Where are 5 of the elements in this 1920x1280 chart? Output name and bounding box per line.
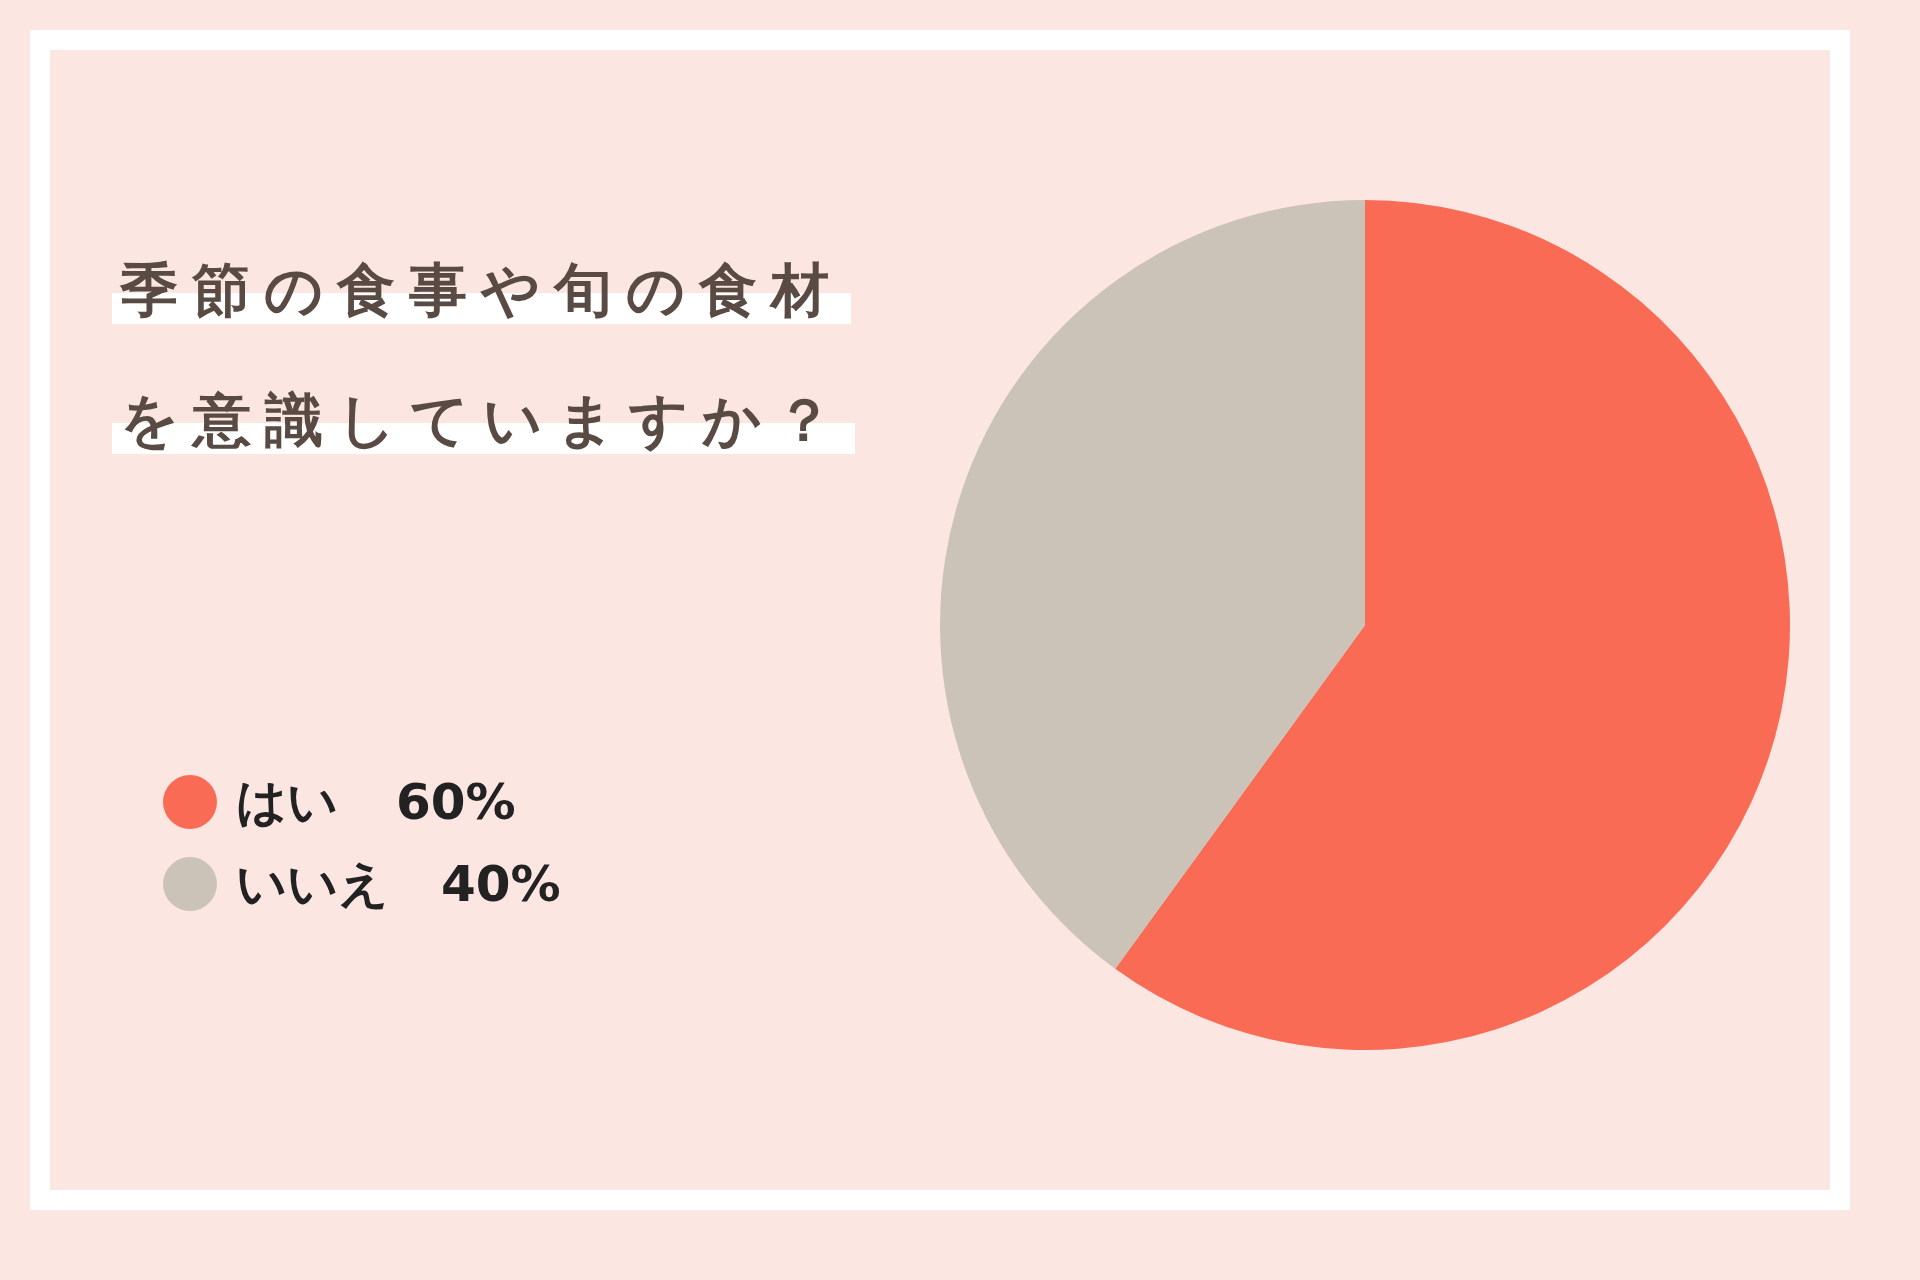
legend-label: いいえ (236, 855, 389, 913)
legend-label: はい (236, 773, 338, 831)
text: 季節の食事や旬の食材を意識していますか？ (112, 256, 855, 454)
data-label: 40% (441, 855, 561, 913)
data-label: 60% (396, 773, 516, 831)
